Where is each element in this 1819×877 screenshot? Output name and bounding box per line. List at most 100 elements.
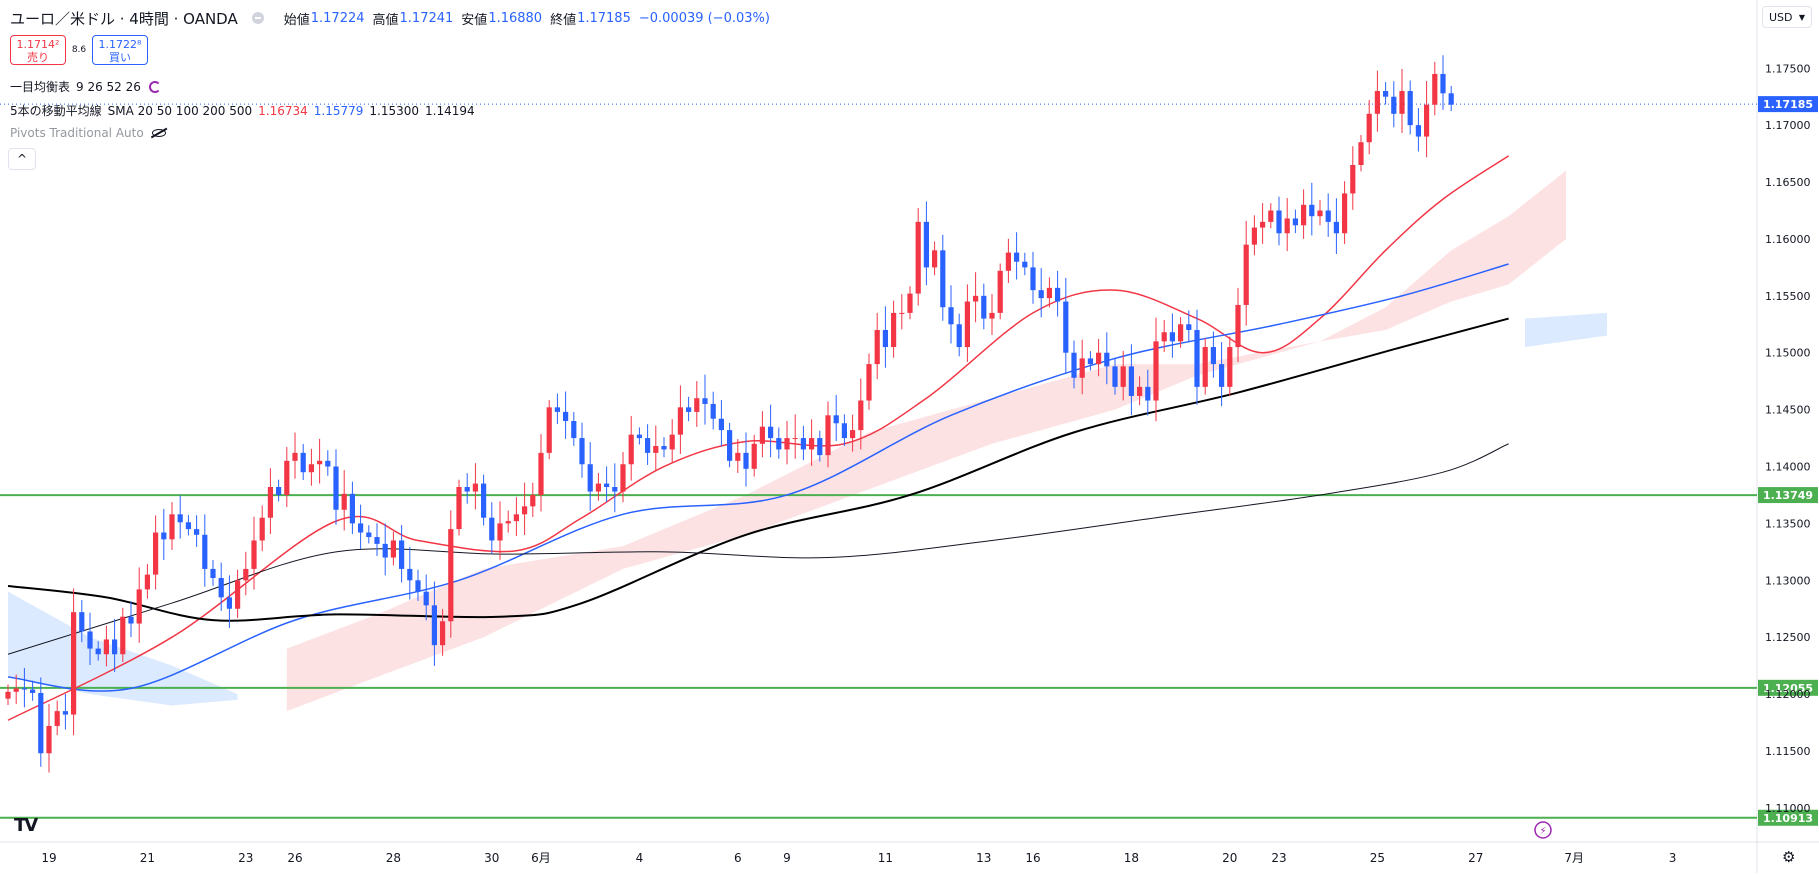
candle-body [169,514,175,540]
candle [1243,220,1249,326]
candle [13,674,19,704]
ichimoku-label: 一目均衡表 [10,80,71,94]
candle-body [128,616,134,624]
candle-body [1448,93,1454,105]
candle-body [1194,329,1200,387]
candle [522,482,528,536]
candle-body [30,689,36,693]
symbol-header: ユーロ／米ドル · 4時間 · OANDA 始値 1.17224 高値 1.17… [10,8,770,28]
hline-price-label-bg-1 [1758,679,1818,696]
candle [1284,198,1290,252]
candle [964,284,970,363]
time-tick-label: 21 [140,851,155,865]
candle [103,625,109,667]
candle-body [1038,290,1044,299]
sma-200-value: 1.14194 [425,103,475,118]
price-tick-label: 1.14500 [1765,404,1811,417]
candle-body [636,434,642,439]
candle [1317,199,1323,226]
candle [1358,134,1364,172]
candle [702,374,708,425]
time-tick-label: 7月 [1564,851,1584,865]
time-tick-label: 23 [238,851,253,865]
candle-body [882,329,888,348]
open-value: 1.17224 [310,10,365,26]
candle-body [1112,366,1118,387]
candle-body [768,426,774,439]
sell-label: 売り [27,51,49,64]
candle [1399,68,1405,134]
candle [1374,70,1380,132]
candle [727,422,733,468]
candle-body [1128,366,1134,396]
currency-selector[interactable]: USD ▼ [1762,6,1812,28]
buy-button[interactable]: 1.1722⁸ 買い [92,35,148,65]
eye-hidden-icon[interactable] [151,129,166,137]
candle-body [456,486,462,530]
candle-body [522,506,528,515]
candle [505,510,511,533]
candle-body [1104,352,1110,367]
candle [1178,317,1184,348]
candle-body [1309,204,1315,217]
price-tick-label: 1.14000 [1765,461,1811,474]
minus-icon[interactable] [251,12,264,24]
open-label: 始値 [283,12,310,28]
candle [1087,351,1093,371]
pivots-legend[interactable]: Pivots Traditional Auto [10,126,166,140]
candle [1030,251,1036,304]
candle-body [1301,204,1307,226]
ichimoku-legend[interactable]: 一目均衡表 9 26 52 26 [10,78,161,95]
price-tick-label: 1.12500 [1765,631,1811,644]
candle-body [415,580,421,592]
chevron-up-icon: ^ [16,152,28,166]
candle [1014,232,1020,280]
candle-body [1186,324,1192,330]
symbol-title[interactable]: ユーロ／米ドル · 4時間 · OANDA [10,9,238,28]
candle [563,391,569,439]
candle-body [964,301,970,348]
candle [645,424,651,465]
candle-body [308,464,314,473]
candle-body [645,438,651,453]
candle [431,581,437,666]
candle-body [554,407,560,412]
sell-button[interactable]: 1.1714² 売り [10,35,66,65]
candle-body [1210,347,1216,365]
candle [472,463,478,510]
candle-body [1161,332,1167,342]
price-tick-label: 1.16500 [1765,176,1811,189]
collapse-legend-button[interactable]: ^ [8,148,36,170]
candle-body [1383,91,1389,97]
price-tick-label: 1.17000 [1765,119,1811,132]
candle [571,412,577,446]
candle [317,438,323,484]
time-tick-label: 19 [41,851,56,865]
candle [1309,182,1315,236]
candle [866,353,872,410]
hline-price-label-2: 1.10913 [1763,812,1813,825]
lightning-icon [1534,821,1552,839]
gear-icon[interactable]: ⚙ [1782,848,1796,866]
candle [481,474,487,526]
candle-body [530,494,536,507]
candle [218,562,224,611]
candle [530,482,536,518]
candle-body [46,725,52,754]
candle [448,510,454,638]
candle [267,468,273,535]
candle-body [653,446,659,453]
candle-body [103,639,109,655]
candle [456,479,462,536]
candle-body [833,415,839,424]
candle-body [981,295,987,319]
candle [202,514,208,587]
sma-legend[interactable]: 5本の移動平均線 SMA 20 50 100 200 500 1.16734 1… [10,102,475,119]
refresh-icon[interactable] [148,80,161,93]
last-price-label: 1.17185 [1763,98,1813,111]
candle-body [989,312,995,319]
candle-body [1014,252,1020,262]
candle [235,569,241,618]
